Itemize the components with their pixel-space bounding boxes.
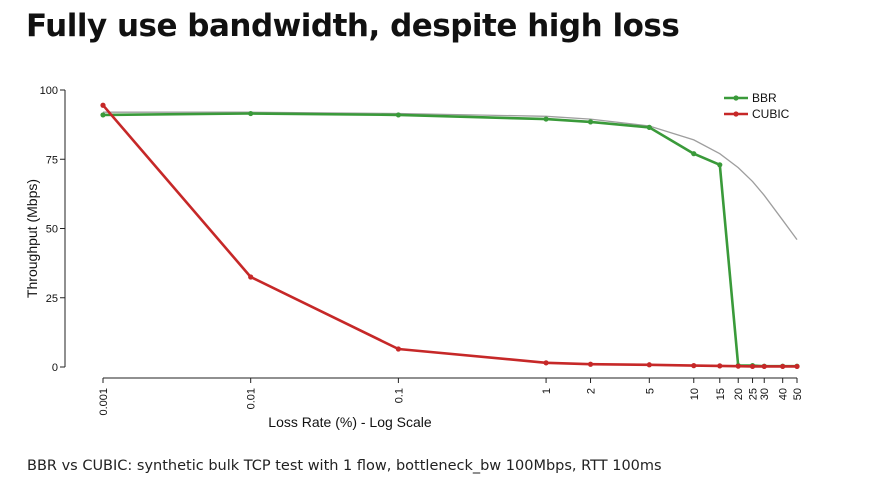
y-tick-label: 25 (46, 293, 58, 305)
x-tick-label: 25 (748, 388, 760, 400)
series-bbr-point (100, 112, 106, 118)
series-cubic-point (780, 363, 786, 370)
series-bbr-point (646, 124, 652, 130)
series-cubic-line (102, 104, 797, 368)
series-cubic-point (646, 362, 652, 368)
series-cubic-point (735, 363, 741, 369)
x-tick-label: 30 (759, 388, 771, 400)
series-layer (100, 102, 800, 370)
x-tick-label: 50 (792, 388, 804, 400)
legend-item-cubic: CUBIC (724, 107, 790, 121)
x-tick-label: 40 (778, 388, 790, 400)
x-tick-label: 20 (733, 388, 745, 400)
x-tick-label: 15 (715, 388, 727, 400)
x-axis-label: Loss Rate (%) - Log Scale (268, 414, 432, 430)
series-cubic-point (794, 363, 800, 370)
y-tick-label: 50 (46, 224, 58, 236)
series-cubic-point (761, 363, 767, 370)
reference-curve-line (103, 111, 798, 240)
x-tick-label: 5 (644, 388, 656, 394)
series-bbr-point (717, 162, 723, 168)
x-tick-label: 0.1 (393, 388, 405, 403)
legend-label-bbr: BBR (752, 91, 777, 105)
y-axis-label: Throughput (Mbps) (24, 179, 40, 298)
series-cubic-point (587, 361, 594, 367)
series-bbr-point (248, 110, 254, 117)
series-bbr-point (395, 112, 401, 118)
legend-marker-cubic (733, 111, 739, 117)
series-cubic-point (543, 360, 549, 366)
chart-caption: BBR vs CUBIC: synthetic bulk TCP test wi… (27, 458, 662, 474)
legend: BBR CUBIC (724, 91, 790, 121)
legend-marker-bbr (733, 95, 739, 101)
x-tick-label: 0.001 (98, 388, 110, 416)
series-bbr (100, 110, 800, 369)
x-tick-label: 1 (541, 388, 553, 394)
x-tick-label: 0.01 (246, 388, 258, 409)
x-tick-label: 10 (689, 388, 701, 400)
legend-item-bbr: BBR (724, 91, 777, 105)
reference-curve-layer (103, 111, 798, 240)
y-tick-label: 0 (52, 362, 58, 374)
series-bbr-point (587, 119, 594, 125)
series-bbr-point (691, 151, 697, 157)
series-cubic-point (717, 363, 723, 369)
series-cubic (100, 102, 800, 370)
series-cubic-point (100, 102, 106, 108)
series-bbr-point (543, 116, 549, 122)
series-cubic-point (749, 363, 756, 370)
legend-label-cubic: CUBIC (752, 107, 790, 121)
y-tick-label: 100 (40, 85, 58, 97)
series-cubic-point (691, 363, 697, 369)
x-tick-label: 2 (586, 388, 598, 394)
series-cubic-point (395, 346, 401, 352)
slide-title: Fully use bandwidth, despite high loss (26, 8, 680, 44)
series-cubic-point (248, 274, 254, 280)
y-tick-label: 75 (46, 154, 58, 166)
